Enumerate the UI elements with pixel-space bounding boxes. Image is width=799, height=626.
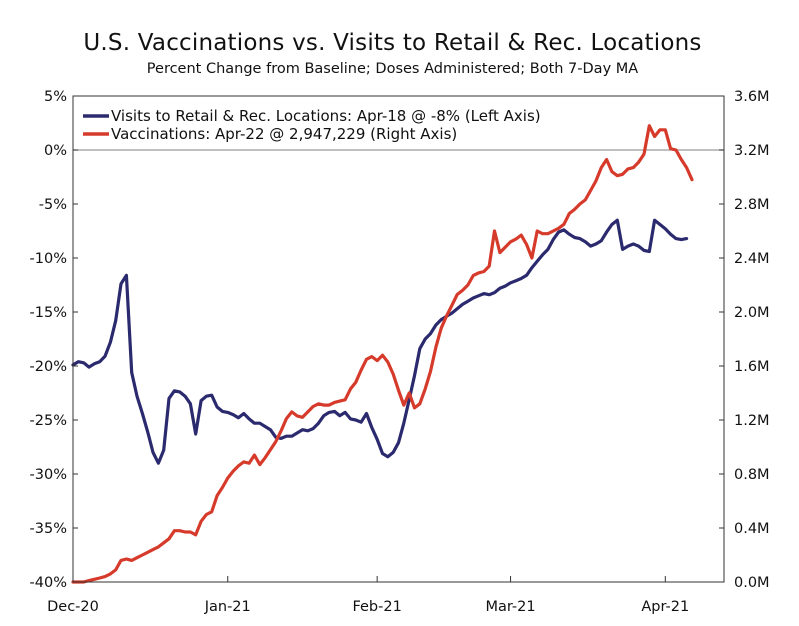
x-tick-label: Jan-21: [204, 599, 251, 615]
legend: Visits to Retail & Rec. Locations: Apr-1…: [83, 107, 541, 143]
right-tick-label: 2.4M: [734, 251, 770, 267]
left-tick-label: -20%: [30, 359, 67, 375]
series-line-visits: [71, 218, 689, 465]
left-tick-label: -10%: [30, 251, 67, 267]
x-tick-label: Feb-21: [352, 599, 401, 615]
series-layer: [71, 124, 694, 584]
left-tick-label: -40%: [30, 575, 67, 591]
right-tick-label: 0.4M: [734, 521, 770, 537]
right-tick-label: 0.8M: [734, 467, 770, 483]
left-tick-label: -30%: [30, 467, 67, 483]
right-tick-label: 1.6M: [734, 359, 770, 375]
left-tick-label: -35%: [30, 521, 67, 537]
legend-label-visits: Visits to Retail & Rec. Locations: Apr-1…: [111, 107, 541, 125]
series-line-vaccinations: [71, 124, 694, 584]
right-tick-label: 3.6M: [734, 89, 770, 105]
right-tick-label: 2.0M: [734, 305, 770, 321]
legend-label-vaccinations: Vaccinations: Apr-22 @ 2,947,229 (Right …: [111, 125, 457, 143]
right-tick-label: 2.8M: [734, 197, 770, 213]
left-axis: 5% 0% -5% -10% -15% -20% -25% -30% -35% -40%: [30, 89, 78, 591]
x-axis: Dec-20 Jan-21 Feb-21 Mar-21 Apr-21: [47, 576, 689, 615]
right-tick-label: 1.2M: [734, 413, 770, 429]
x-tick-label: Dec-20: [47, 599, 99, 615]
plot-frame: [72, 95, 725, 583]
left-tick-label: 0%: [44, 143, 67, 159]
right-axis: 3.6M 3.2M 2.8M 2.4M 2.0M 1.6M 1.2M 0.8M 0.4M 0.0M: [719, 89, 770, 591]
left-tick-label: -15%: [30, 305, 67, 321]
chart-title: U.S. Vaccinations vs. Visits to Retail &…: [83, 30, 702, 56]
right-tick-label: 3.2M: [734, 143, 770, 159]
right-tick-label: 0.0M: [734, 575, 770, 591]
chart-subtitle: Percent Change from Baseline; Doses Admi…: [146, 61, 639, 77]
x-tick-label: Apr-21: [641, 599, 689, 615]
left-tick-label: -5%: [39, 197, 67, 213]
left-tick-label: -25%: [30, 413, 67, 429]
x-tick-label: Mar-21: [485, 599, 535, 615]
left-tick-label: 5%: [44, 89, 67, 105]
